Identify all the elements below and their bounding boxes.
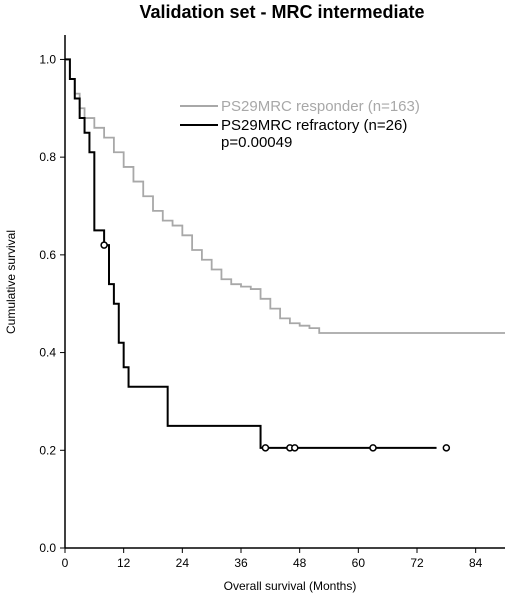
x-tick-label: 72: [410, 556, 424, 570]
censor-mark: [442, 444, 451, 452]
y-tick-label: 0.8: [39, 150, 56, 164]
y-tick-label: 1.0: [39, 52, 56, 66]
censor-mark: [261, 444, 270, 452]
x-tick-label: 36: [234, 556, 248, 570]
censor-mark: [291, 444, 299, 452]
legend: PS29MRC responder (n=163) PS29MRC refrac…: [180, 98, 420, 151]
x-tick-label: 0: [62, 556, 69, 570]
series-line-responder: [65, 58, 505, 334]
x-tick-label: 84: [469, 556, 483, 570]
x-axis-label: Overall survival (Months): [224, 579, 357, 593]
legend-label-refractory: PS29MRC refractory (n=26): [221, 117, 407, 134]
x-tick-label: 12: [117, 556, 131, 570]
x-tick-label: 48: [293, 556, 307, 570]
y-axis-label: Cumulative survival: [4, 230, 18, 334]
legend-label-responder: PS29MRC responder (n=163): [221, 98, 420, 115]
p-value-annotation: p=0.00049: [221, 134, 292, 151]
plot-area: 0.0 0.2 0.4 0.6 0.8 1.0 0 12 24 36 48 60 72 84: [39, 35, 505, 570]
y-tick-label: 0.4: [39, 346, 56, 360]
y-tick-label: 0.0: [39, 541, 56, 555]
censor-mark: [100, 241, 108, 249]
y-tick-label: 0.6: [39, 248, 56, 262]
x-tick-label: 24: [176, 556, 190, 570]
y-tick-label: 0.2: [39, 443, 56, 457]
censor-mark: [369, 444, 377, 452]
x-tick-label: 60: [352, 556, 366, 570]
chart-title: Validation set - MRC intermediate: [139, 2, 424, 22]
